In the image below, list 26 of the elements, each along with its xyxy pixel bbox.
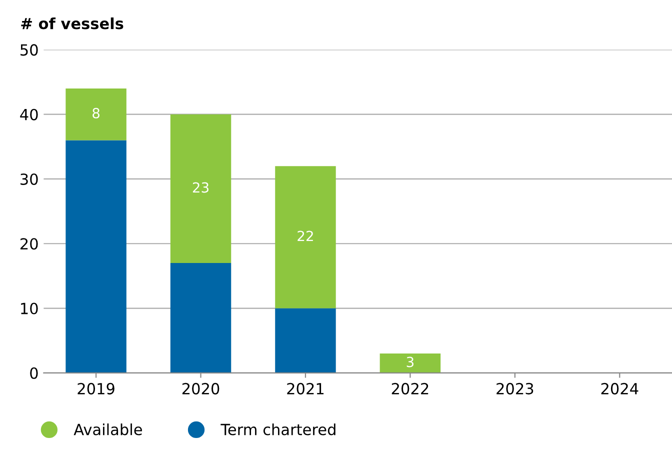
bar bbox=[275, 308, 336, 373]
y-axis-title: # of vessels bbox=[21, 17, 124, 30]
bar bbox=[275, 166, 336, 308]
y-tick-label: 50 bbox=[20, 44, 38, 56]
bar bbox=[66, 88, 126, 140]
y-tick-label: 30 bbox=[20, 173, 38, 186]
x-tick-label: 2019 bbox=[78, 382, 114, 394]
data-label: 3 bbox=[406, 356, 414, 368]
y-tick-label: 40 bbox=[20, 108, 38, 120]
data-label: 23 bbox=[192, 182, 208, 193]
bar bbox=[170, 263, 232, 373]
x-tick-label: 2022 bbox=[392, 382, 428, 394]
x-tick-label: 2021 bbox=[287, 382, 324, 394]
y-tick-label: 20 bbox=[20, 238, 38, 250]
data-label: 22 bbox=[298, 230, 313, 241]
bar bbox=[380, 354, 441, 373]
data-label: 8 bbox=[92, 108, 100, 118]
y-tick-label: 0 bbox=[30, 367, 38, 379]
bar bbox=[66, 140, 126, 373]
x-tick-label: 2024 bbox=[601, 382, 638, 394]
legend-label: Available bbox=[74, 423, 142, 436]
x-tick-label: 2020 bbox=[182, 382, 220, 394]
bar bbox=[170, 114, 232, 264]
y-tick-label: 10 bbox=[21, 302, 38, 314]
legend-label: Term chartered bbox=[220, 423, 336, 436]
x-tick-label: 2023 bbox=[496, 382, 534, 394]
